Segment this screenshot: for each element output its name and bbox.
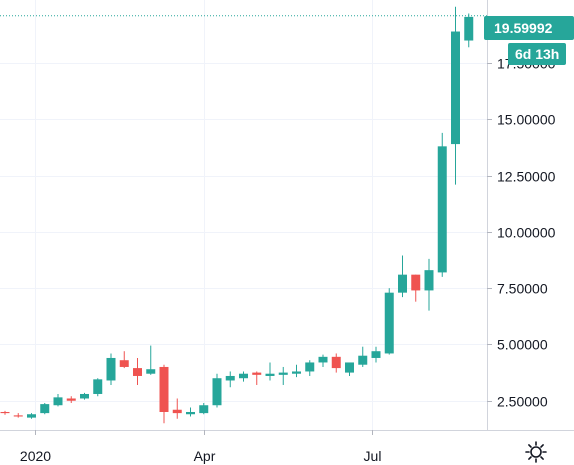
price-tick-label: 10.00000 [497, 225, 556, 241]
candle[interactable] [225, 371, 235, 388]
candle[interactable] [424, 258, 434, 311]
price-axis[interactable]: 2.50000 5.00000 7.50000 10.00000 12.50000 15.… [487, 56, 556, 410]
candle-body [186, 411, 195, 415]
candle[interactable] [27, 413, 36, 419]
candle[interactable] [172, 398, 182, 419]
candle-body [292, 371, 301, 374]
candle-body [384, 292, 394, 354]
candle-body [119, 360, 129, 367]
candle[interactable] [40, 402, 50, 415]
candle-body [331, 356, 341, 369]
candle-body [451, 31, 460, 145]
time-axis[interactable]: 2020 Apr Jul [20, 430, 382, 464]
candle-body [411, 274, 421, 291]
candle-body [53, 397, 63, 406]
candle-body [27, 414, 36, 418]
candle[interactable] [239, 371, 248, 382]
countdown-label: 6d 13h [508, 43, 566, 65]
price-tick-label: 12.50000 [497, 169, 556, 185]
countdown-value: 6d 13h [515, 46, 559, 62]
candle-body [345, 362, 354, 373]
candle-body [278, 372, 288, 375]
candle-body [424, 270, 434, 291]
candle[interactable] [0, 410, 10, 415]
candle[interactable] [305, 360, 315, 376]
candle-body [464, 16, 474, 41]
candle[interactable] [252, 371, 262, 385]
gear-icon[interactable] [523, 439, 549, 465]
candle-body [13, 415, 23, 417]
candle-body [437, 146, 447, 273]
candle[interactable] [318, 354, 328, 367]
candle[interactable] [106, 353, 116, 385]
candle[interactable] [119, 351, 129, 369]
candle-body [358, 355, 368, 365]
candle-body [318, 356, 328, 363]
candle[interactable] [358, 346, 368, 367]
candle-body [93, 379, 103, 394]
candle[interactable] [13, 413, 23, 418]
candle[interactable] [331, 353, 341, 373]
price-tick-label: 2.50000 [497, 394, 548, 410]
candle[interactable] [464, 13, 474, 48]
candle[interactable] [159, 364, 169, 424]
candle[interactable] [93, 378, 103, 397]
time-tick-label: 2020 [20, 448, 51, 464]
candle[interactable] [146, 345, 156, 375]
candle[interactable] [80, 392, 89, 400]
price-tick-label: 5.00000 [497, 337, 548, 353]
candle[interactable] [186, 407, 195, 417]
candle-body [239, 373, 248, 379]
candle[interactable] [411, 274, 421, 302]
candle[interactable] [437, 132, 447, 277]
candle[interactable] [212, 373, 222, 408]
candle-body [252, 372, 262, 375]
candle[interactable] [278, 366, 288, 385]
time-tick-label: Apr [194, 448, 216, 464]
candle[interactable] [384, 288, 394, 355]
candle[interactable] [345, 362, 354, 376]
candles [0, 6, 474, 424]
time-tick-label: Jul [364, 448, 382, 464]
candle-body [371, 351, 381, 358]
price-tick-label: 15.00000 [497, 112, 556, 128]
candle-body [265, 373, 275, 376]
candle[interactable] [133, 357, 142, 385]
candle-body [133, 368, 142, 376]
candle-body [80, 393, 89, 399]
candle-body [0, 411, 10, 414]
candle-body [66, 398, 76, 401]
candle-body [398, 274, 407, 293]
candle[interactable] [371, 346, 381, 363]
candle-body [146, 369, 156, 374]
candle-body [106, 357, 116, 381]
candle[interactable] [66, 396, 76, 403]
candle[interactable] [398, 255, 407, 298]
candle[interactable] [265, 362, 275, 381]
last-price-value: 19.59992 [494, 20, 553, 36]
last-price-label: 19.59992 [484, 16, 574, 40]
grid-lines [0, 0, 487, 430]
candle-body [212, 378, 222, 406]
candle[interactable] [199, 402, 209, 415]
candle-body [199, 405, 209, 414]
candle-body [305, 362, 315, 372]
candle[interactable] [451, 6, 460, 185]
candle-body [40, 404, 50, 414]
candle-body [159, 366, 169, 412]
candle-body [225, 375, 235, 381]
candle[interactable] [53, 393, 63, 407]
candle[interactable] [292, 364, 301, 378]
candle-body [172, 409, 182, 414]
price-tick-label: 7.50000 [497, 281, 548, 297]
